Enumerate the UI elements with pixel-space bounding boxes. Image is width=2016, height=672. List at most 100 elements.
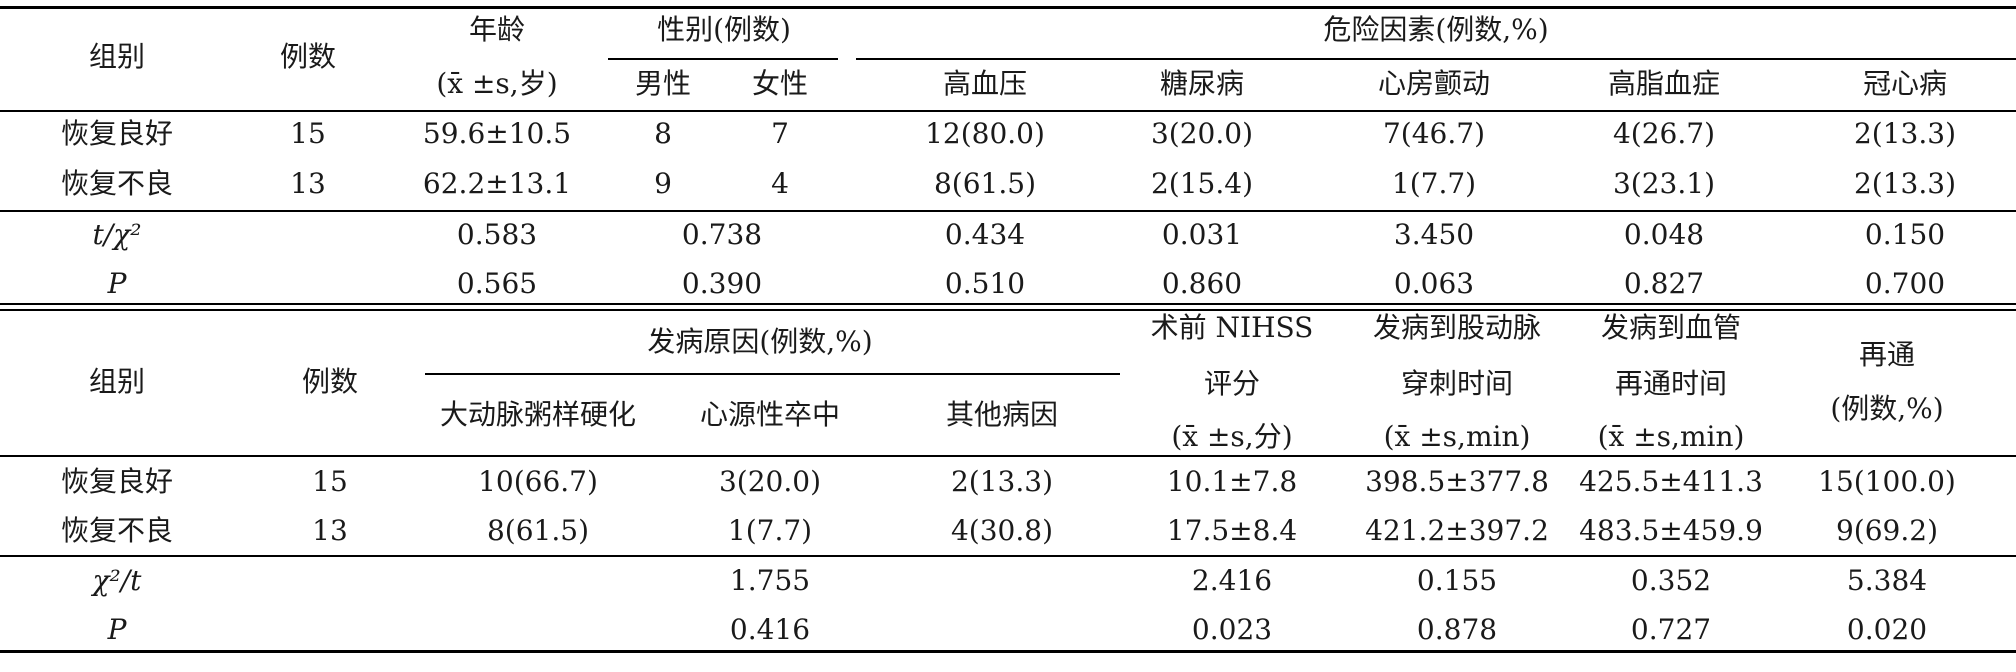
t2-row1-onset-puncture: 398.5±377.8 [1365,465,1549,498]
t2-p-cause: 0.416 [729,613,811,646]
t1-stat-hl: 0.048 [1623,218,1705,251]
t1-p-htn: 0.510 [944,267,1026,300]
t1-stat-age: 0.583 [456,218,538,251]
t2-header-onset-recan: 发病到血管 [1600,311,1742,344]
t1-stat-chd: 0.150 [1864,218,1946,251]
t1-header-sex: 性别(例数) [657,13,791,46]
t2-header-cause: 发病原因(例数,%) [647,325,873,358]
t2-row2-other: 4(30.8) [950,514,1054,547]
risk-header-underline [856,58,2016,60]
t2-stat-recan: 5.384 [1846,564,1928,597]
t1-row2-age: 62.2±13.1 [422,167,572,200]
t2-stat-onset-recan: 0.352 [1630,564,1712,597]
table-separator-rule-a [0,303,2016,305]
t1-row2-n: 13 [290,167,326,200]
t1-header-group: 组别 [88,40,146,73]
t2-p-onset-recan: 0.727 [1630,613,1712,646]
t1-row1-age: 59.6±10.5 [422,117,572,150]
t1-row1-htn: 12(80.0) [925,117,1045,150]
t2-row1-nihss: 10.1±7.8 [1166,465,1298,498]
t2-header-onset-puncture: 发病到股动脉 [1372,311,1542,344]
t2-row2-onset-recan: 483.5±459.9 [1579,514,1763,547]
t2-row2-ce: 1(7.7) [727,514,813,547]
t1-row2-hl: 3(23.1) [1612,167,1716,200]
t2-row2-nihss: 17.5±8.4 [1166,514,1298,547]
t1-header-risk: 危险因素(例数,%) [1323,13,1549,46]
t2-header-group: 组别 [88,365,146,398]
t1-header-hypertension: 高血压 [942,67,1028,100]
t2-p-nihss: 0.023 [1191,613,1273,646]
t1-row2-htn: 8(61.5) [933,167,1037,200]
t2-p-label: P [107,613,127,646]
t1-header-hyperlipidemia: 高脂血症 [1607,67,1721,100]
t1-stat-label: t/χ² [92,218,142,251]
table1-stat-rule [0,210,2016,212]
t1-row1-male: 8 [654,117,672,150]
sex-header-underline [608,58,838,60]
t2-stat-onset-puncture: 0.155 [1416,564,1498,597]
t1-header-chd: 冠心病 [1862,67,1948,100]
t1-header-female: 女性 [751,67,809,100]
table2-header-rule [0,455,2016,457]
t1-header-atrial-fib: 心房颤动 [1377,67,1491,100]
t1-row2-female: 4 [771,167,789,200]
t1-row2-af: 1(7.7) [1391,167,1477,200]
table2-bottom-rule [0,650,2016,653]
t1-row2-male: 9 [654,167,672,200]
t1-header-male: 男性 [634,67,692,100]
t2-p-onset-puncture: 0.878 [1416,613,1498,646]
t2-header-other-cause: 其他病因 [945,398,1059,431]
t2-row1-group: 恢复良好 [60,465,174,498]
t2-stat-cause: 1.755 [729,564,811,597]
t1-p-hl: 0.827 [1623,267,1705,300]
t1-row1-af: 7(46.7) [1382,117,1486,150]
t2-p-recan: 0.020 [1846,613,1928,646]
table2-stat-rule [0,555,2016,557]
t2-header-count: 例数 [301,365,359,398]
t2-row1-recan: 15(100.0) [1818,465,1956,498]
t1-row1-female: 7 [771,117,789,150]
t1-p-age: 0.565 [456,267,538,300]
t1-row1-dm: 3(20.0) [1150,117,1254,150]
cause-header-underline [425,373,1120,375]
table-separator-rule-b [0,309,2016,311]
t1-stat-af: 3.450 [1393,218,1475,251]
t2-row2-recan: 9(69.2) [1835,514,1939,547]
t2-header-cardioembolic: 心源性卒中 [699,398,841,431]
t1-row2-chd: 2(13.3) [1853,167,1957,200]
t1-p-chd: 0.700 [1864,267,1946,300]
t1-row1-chd: 2(13.3) [1853,117,1957,150]
t2-row1-ce: 3(20.0) [718,465,822,498]
t2-header-recanalization: 再通 [1858,338,1916,371]
t2-row1-n: 15 [312,465,348,498]
t1-stat-sex: 0.738 [681,218,763,251]
t2-header-recanalization-unit: (例数,%) [1830,392,1944,425]
t2-header-nihss-unit: (x̄ ±s,分) [1171,420,1293,453]
t2-header-nihss-score: 评分 [1203,367,1261,400]
t1-p-af: 0.063 [1393,267,1475,300]
table1-header-rule [0,110,2016,112]
t1-row1-group: 恢复良好 [60,117,174,150]
t2-header-recan-time: 再通时间 [1614,367,1728,400]
t1-header-age: 年龄 [468,13,526,46]
t2-row1-onset-recan: 425.5±411.3 [1579,465,1763,498]
table1-top-rule [0,6,2016,9]
t2-header-recan-unit: (x̄ ±s,min) [1597,420,1745,453]
t1-row2-dm: 2(15.4) [1150,167,1254,200]
t2-stat-nihss: 2.416 [1191,564,1273,597]
t2-stat-label: χ²/t [92,564,142,597]
t2-header-nihss: 术前 NIHSS [1150,311,1314,344]
t2-row2-la: 8(61.5) [486,514,590,547]
t2-header-puncture-time: 穿刺时间 [1400,367,1514,400]
t2-row2-onset-puncture: 421.2±397.2 [1365,514,1549,547]
t2-row1-other: 2(13.3) [950,465,1054,498]
t1-p-dm: 0.860 [1161,267,1243,300]
t1-row1-n: 15 [290,117,326,150]
t1-header-count: 例数 [279,40,337,73]
t2-row1-la: 10(66.7) [478,465,598,498]
t1-row1-hl: 4(26.7) [1612,117,1716,150]
t2-header-large-artery: 大动脉粥样硬化 [439,398,637,431]
t1-stat-htn: 0.434 [944,218,1026,251]
t1-stat-dm: 0.031 [1161,218,1243,251]
t1-row2-group: 恢复不良 [60,167,174,200]
